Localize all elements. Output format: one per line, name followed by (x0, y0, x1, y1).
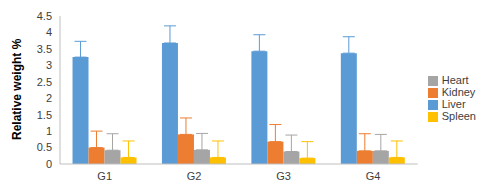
html-text:Spleen: Spleen (441, 110, 476, 123)
svg-text:Relative weight %: Relative weight % (10, 38, 24, 140)
html-text:Heart: Heart (441, 73, 469, 86)
svg-text:4.5: 4.5 (37, 10, 52, 22)
svg-text:2: 2 (46, 92, 52, 104)
html-text:Kidney: Kidney (441, 85, 476, 98)
svg-text:4: 4 (46, 26, 52, 38)
svg-text:1.5: 1.5 (37, 109, 52, 121)
svg-text:2.5: 2.5 (37, 76, 52, 88)
svg-text:G1: G1 (97, 170, 112, 182)
svg-text:G3: G3 (276, 170, 291, 182)
svg-text:3.5: 3.5 (37, 43, 52, 55)
svg-text:G4: G4 (366, 170, 381, 182)
svg-text:0: 0 (46, 158, 52, 170)
svg-text:1: 1 (46, 125, 52, 137)
svg-text:G2: G2 (187, 170, 202, 182)
html-text:Liver: Liver (441, 98, 466, 110)
svg-text:3: 3 (46, 59, 52, 71)
svg-text:0.5: 0.5 (37, 141, 52, 153)
